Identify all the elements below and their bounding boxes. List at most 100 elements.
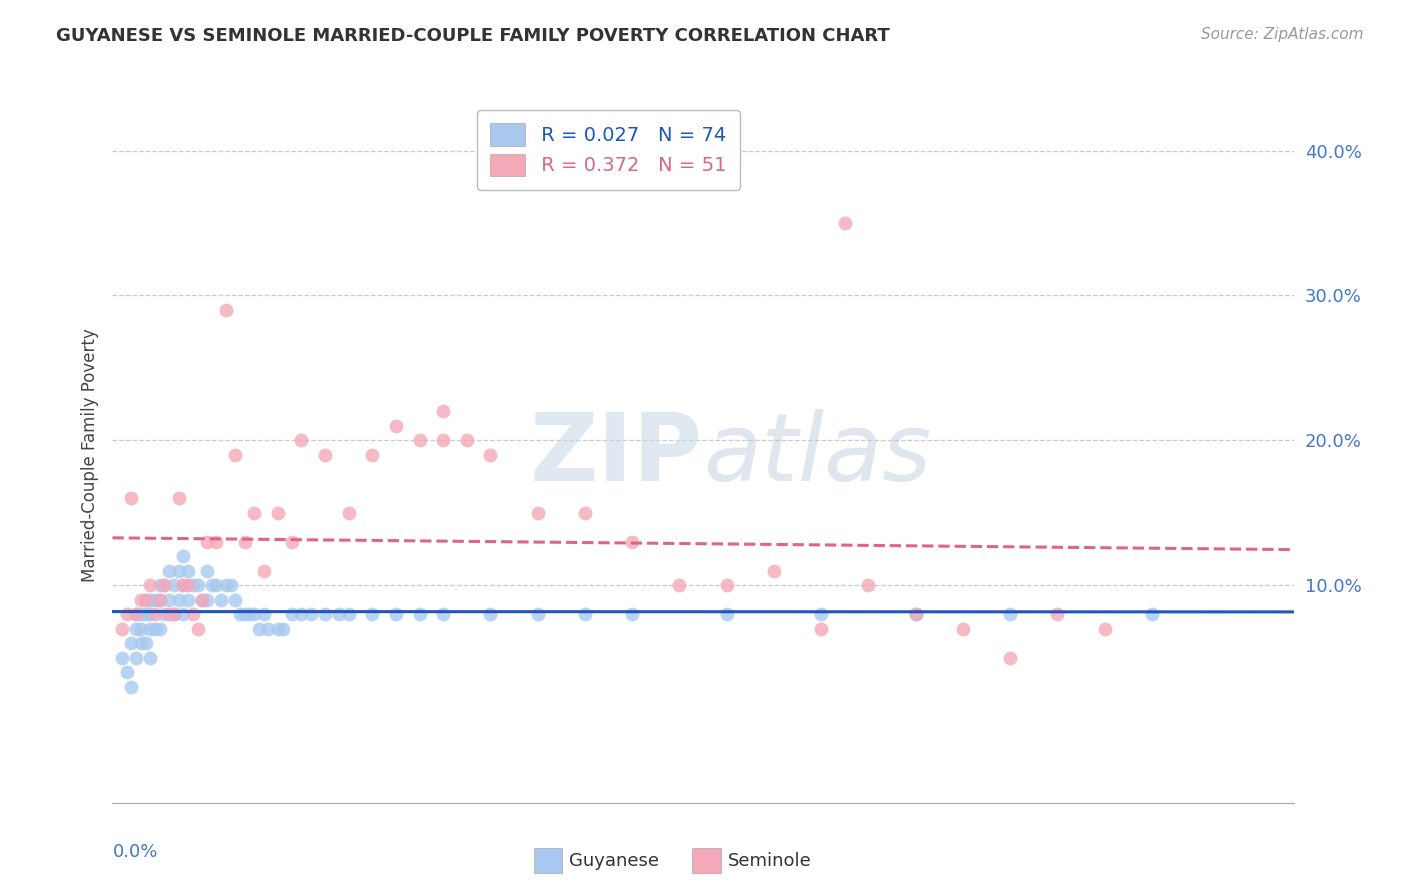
Point xyxy=(432,607,454,622)
Point xyxy=(139,607,162,622)
Point xyxy=(479,607,502,622)
Point xyxy=(314,607,336,622)
Point xyxy=(574,607,596,622)
Point xyxy=(253,607,276,622)
Point xyxy=(526,607,548,622)
Point xyxy=(621,534,644,549)
Point xyxy=(115,607,138,622)
Point xyxy=(163,607,186,622)
Point xyxy=(810,622,832,636)
Point xyxy=(129,607,152,622)
Point xyxy=(139,622,162,636)
Point xyxy=(172,578,194,592)
Point xyxy=(621,607,644,622)
Point xyxy=(143,607,166,622)
Text: 0.0%: 0.0% xyxy=(112,843,157,861)
Point xyxy=(129,622,152,636)
Point xyxy=(167,564,190,578)
Point xyxy=(526,506,548,520)
Point xyxy=(181,578,204,592)
Point xyxy=(361,448,384,462)
Point xyxy=(998,607,1021,622)
Point xyxy=(139,592,162,607)
Point xyxy=(129,636,152,650)
Point xyxy=(215,303,238,318)
Point xyxy=(186,578,208,592)
Point xyxy=(810,607,832,622)
FancyBboxPatch shape xyxy=(534,848,562,873)
Point xyxy=(177,592,200,607)
Text: Source: ZipAtlas.com: Source: ZipAtlas.com xyxy=(1201,27,1364,42)
Point xyxy=(385,419,408,434)
Point xyxy=(229,607,252,622)
Point xyxy=(149,578,172,592)
Point xyxy=(834,216,856,230)
Point xyxy=(153,607,176,622)
Point xyxy=(135,607,157,622)
Legend:  R = 0.027   N = 74,  R = 0.372   N = 51: R = 0.027 N = 74, R = 0.372 N = 51 xyxy=(477,110,740,190)
Point xyxy=(205,534,228,549)
Point xyxy=(181,607,204,622)
Text: ZIP: ZIP xyxy=(530,409,703,501)
Point xyxy=(111,622,134,636)
Point xyxy=(716,607,738,622)
Point xyxy=(337,607,360,622)
Point xyxy=(952,622,974,636)
Point xyxy=(219,578,242,592)
Point xyxy=(143,622,166,636)
Point xyxy=(153,578,176,592)
Point xyxy=(172,549,194,564)
Point xyxy=(233,607,256,622)
Point xyxy=(149,592,172,607)
Point xyxy=(762,564,785,578)
Text: Guyanese: Guyanese xyxy=(569,852,659,870)
Point xyxy=(149,592,172,607)
Point xyxy=(139,651,162,665)
Point xyxy=(243,506,266,520)
Point xyxy=(135,636,157,650)
Point xyxy=(125,651,148,665)
Point xyxy=(135,592,157,607)
Point xyxy=(281,607,304,622)
Point xyxy=(163,578,186,592)
Point xyxy=(432,404,454,418)
Point xyxy=(224,448,246,462)
Point xyxy=(281,534,304,549)
Point xyxy=(385,607,408,622)
Point xyxy=(1094,622,1116,636)
Point xyxy=(195,564,218,578)
Point xyxy=(120,680,142,694)
Text: Seminole: Seminole xyxy=(728,852,811,870)
Point xyxy=(120,491,142,506)
Point xyxy=(1140,607,1163,622)
Point xyxy=(195,534,218,549)
Point xyxy=(479,448,502,462)
Point xyxy=(163,607,186,622)
Y-axis label: Married-Couple Family Poverty: Married-Couple Family Poverty xyxy=(80,328,98,582)
Point xyxy=(157,607,180,622)
Point xyxy=(290,434,312,448)
Point xyxy=(271,622,294,636)
Point xyxy=(668,578,690,592)
Point xyxy=(129,592,152,607)
Point xyxy=(904,607,927,622)
Point xyxy=(139,578,162,592)
Point xyxy=(247,622,270,636)
Point xyxy=(157,564,180,578)
Point xyxy=(157,592,180,607)
Point xyxy=(172,578,194,592)
Point xyxy=(153,578,176,592)
Point xyxy=(233,534,256,549)
Point xyxy=(125,607,148,622)
Point xyxy=(205,578,228,592)
Point xyxy=(257,622,280,636)
Point xyxy=(167,592,190,607)
Point xyxy=(299,607,322,622)
Point xyxy=(290,607,312,622)
Point xyxy=(135,592,157,607)
Point xyxy=(408,434,430,448)
Point xyxy=(408,607,430,622)
Point xyxy=(238,607,260,622)
Point xyxy=(243,607,266,622)
Point xyxy=(125,622,148,636)
